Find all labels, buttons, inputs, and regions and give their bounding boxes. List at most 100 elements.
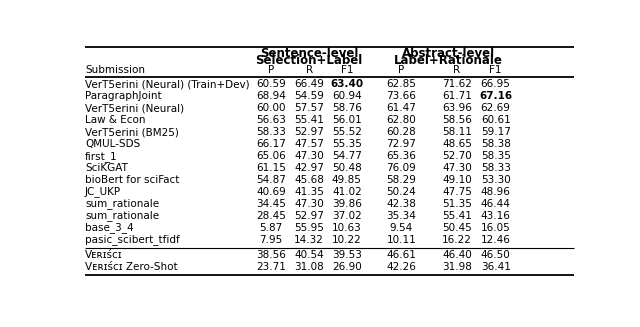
- Text: 31.08: 31.08: [294, 262, 324, 272]
- Text: base_3_4: base_3_4: [85, 222, 134, 233]
- Text: 12.46: 12.46: [481, 235, 511, 245]
- Text: 60.61: 60.61: [481, 115, 511, 125]
- Text: QMUL-SDS: QMUL-SDS: [85, 139, 140, 149]
- Text: 5.87: 5.87: [259, 223, 283, 233]
- Text: 34.45: 34.45: [256, 199, 286, 209]
- Text: 49.10: 49.10: [442, 175, 472, 185]
- Text: 50.24: 50.24: [387, 187, 416, 197]
- Text: 66.95: 66.95: [481, 79, 511, 90]
- Text: 39.86: 39.86: [332, 199, 362, 209]
- Text: 37.02: 37.02: [332, 211, 362, 221]
- Text: 35.34: 35.34: [387, 211, 417, 221]
- Text: 62.69: 62.69: [481, 103, 511, 113]
- Text: 41.35: 41.35: [294, 187, 324, 197]
- Text: 39.53: 39.53: [332, 250, 362, 260]
- Text: 36.41: 36.41: [481, 262, 511, 272]
- Text: 58.11: 58.11: [442, 127, 472, 137]
- Text: Law & Econ: Law & Econ: [85, 115, 145, 125]
- Text: 54.59: 54.59: [294, 92, 324, 101]
- Text: 66.17: 66.17: [256, 139, 286, 149]
- Text: Sentence-level: Sentence-level: [260, 47, 358, 60]
- Text: 60.94: 60.94: [332, 92, 362, 101]
- Text: first_1: first_1: [85, 151, 118, 162]
- Text: 50.48: 50.48: [332, 163, 362, 173]
- Text: 14.32: 14.32: [294, 235, 324, 245]
- Text: 58.33: 58.33: [481, 163, 511, 173]
- Text: 54.87: 54.87: [256, 175, 286, 185]
- Text: 63.96: 63.96: [442, 103, 472, 113]
- Text: 58.29: 58.29: [387, 175, 417, 185]
- Text: 16.05: 16.05: [481, 223, 511, 233]
- Text: VerT5erini (Neural): VerT5erini (Neural): [85, 103, 184, 113]
- Text: 31.98: 31.98: [442, 262, 472, 272]
- Text: 42.38: 42.38: [387, 199, 417, 209]
- Text: 38.56: 38.56: [256, 250, 286, 260]
- Text: F1: F1: [340, 65, 353, 75]
- Text: 59.17: 59.17: [481, 127, 511, 137]
- Text: 16.22: 16.22: [442, 235, 472, 245]
- Text: 54.77: 54.77: [332, 151, 362, 161]
- Text: 46.61: 46.61: [387, 250, 417, 260]
- Text: Submission: Submission: [85, 65, 145, 75]
- Text: 55.35: 55.35: [332, 139, 362, 149]
- Text: 55.95: 55.95: [294, 223, 324, 233]
- Text: 62.85: 62.85: [387, 79, 417, 90]
- Text: 51.35: 51.35: [442, 199, 472, 209]
- Text: 58.56: 58.56: [442, 115, 472, 125]
- Text: 60.00: 60.00: [256, 103, 285, 113]
- Text: 71.62: 71.62: [442, 79, 472, 90]
- Text: 57.57: 57.57: [294, 103, 324, 113]
- Text: 58.35: 58.35: [481, 151, 511, 161]
- Text: 47.30: 47.30: [294, 151, 324, 161]
- Text: pasic_scibert_tfidf: pasic_scibert_tfidf: [85, 234, 180, 245]
- Text: 56.63: 56.63: [256, 115, 286, 125]
- Text: 10.63: 10.63: [332, 223, 362, 233]
- Text: sum_rationale: sum_rationale: [85, 211, 159, 221]
- Text: 47.75: 47.75: [442, 187, 472, 197]
- Text: 60.28: 60.28: [387, 127, 416, 137]
- Text: 61.47: 61.47: [387, 103, 417, 113]
- Text: 56.01: 56.01: [332, 115, 362, 125]
- Text: 65.36: 65.36: [387, 151, 417, 161]
- Text: 47.30: 47.30: [442, 163, 472, 173]
- Text: 10.22: 10.22: [332, 235, 362, 245]
- Text: bioBert for sciFact: bioBert for sciFact: [85, 175, 179, 185]
- Text: 46.40: 46.40: [442, 250, 472, 260]
- Text: 58.76: 58.76: [332, 103, 362, 113]
- Text: 40.54: 40.54: [294, 250, 324, 260]
- Text: R: R: [453, 65, 461, 75]
- Text: 7.95: 7.95: [259, 235, 283, 245]
- Text: Vᴇʀɪśᴄɪ Zero-Shot: Vᴇʀɪśᴄɪ Zero-Shot: [85, 262, 177, 272]
- Text: 76.09: 76.09: [387, 163, 416, 173]
- Text: VerT5erini (Neural) (Train+Dev): VerT5erini (Neural) (Train+Dev): [85, 79, 250, 90]
- Text: 45.68: 45.68: [294, 175, 324, 185]
- Text: 58.33: 58.33: [256, 127, 286, 137]
- Text: 46.44: 46.44: [481, 199, 511, 209]
- Text: 61.71: 61.71: [442, 92, 472, 101]
- Text: P: P: [268, 65, 274, 75]
- Text: P: P: [398, 65, 404, 75]
- Text: 73.66: 73.66: [387, 92, 417, 101]
- Text: 50.45: 50.45: [442, 223, 472, 233]
- Text: 42.26: 42.26: [387, 262, 417, 272]
- Text: SciKGAT: SciKGAT: [85, 163, 128, 173]
- Text: 26.90: 26.90: [332, 262, 362, 272]
- Text: F1: F1: [490, 65, 502, 75]
- Text: 55.41: 55.41: [442, 211, 472, 221]
- Text: 55.41: 55.41: [294, 115, 324, 125]
- Text: ParagraphJoint: ParagraphJoint: [85, 92, 161, 101]
- Text: 46.50: 46.50: [481, 250, 511, 260]
- Text: Vᴇʀɪśᴄɪ: Vᴇʀɪśᴄɪ: [85, 250, 123, 260]
- Text: 41.02: 41.02: [332, 187, 362, 197]
- Text: 61.15: 61.15: [256, 163, 286, 173]
- Text: 67.16: 67.16: [479, 92, 512, 101]
- Text: sum_rationale: sum_rationale: [85, 198, 159, 209]
- Text: 58.38: 58.38: [481, 139, 511, 149]
- Text: 49.85: 49.85: [332, 175, 362, 185]
- Text: Selection+Label: Selection+Label: [255, 54, 362, 67]
- Text: 42.97: 42.97: [294, 163, 324, 173]
- Text: JC_UKP: JC_UKP: [85, 187, 121, 198]
- Text: 62.80: 62.80: [387, 115, 416, 125]
- Text: 72.97: 72.97: [387, 139, 417, 149]
- Text: R: R: [305, 65, 313, 75]
